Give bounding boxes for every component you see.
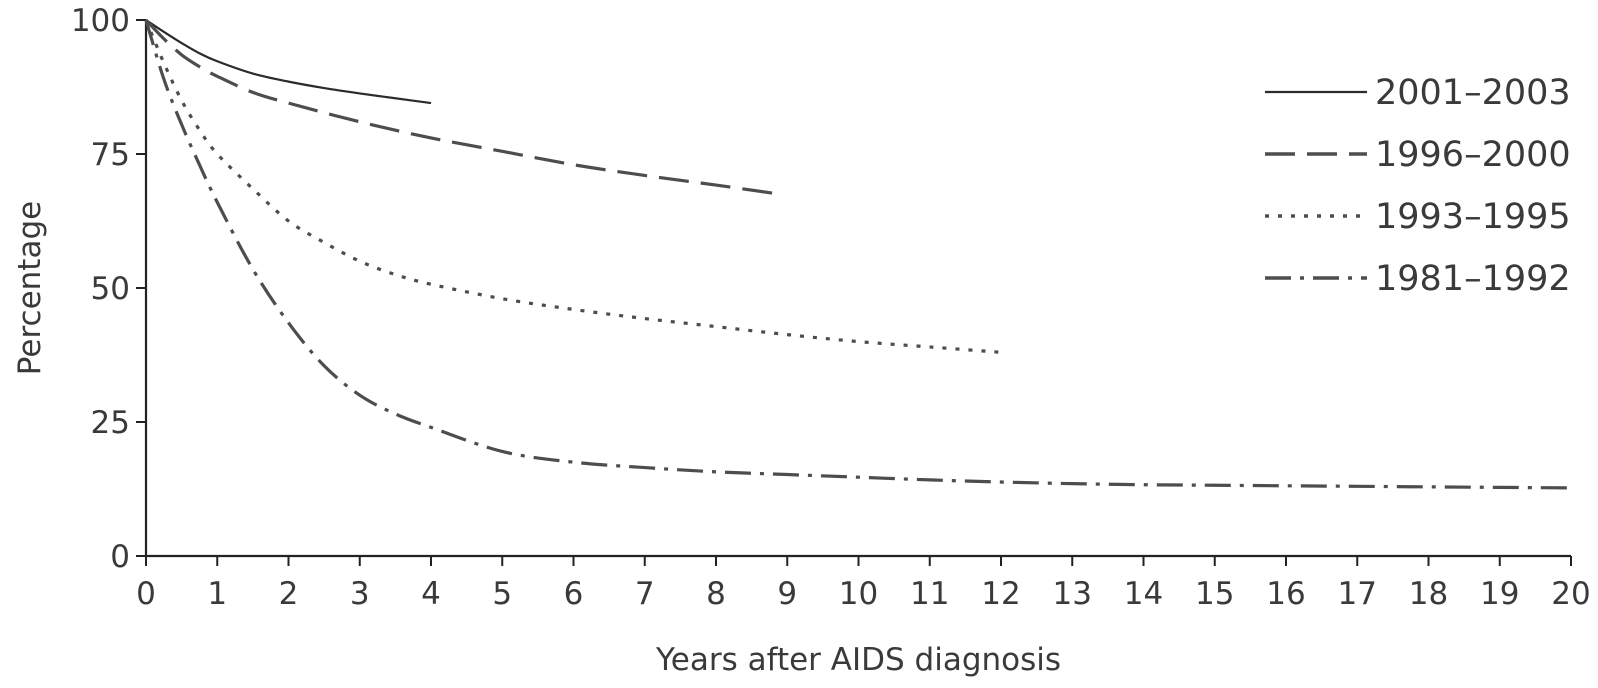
x-tick-label: 1 bbox=[207, 576, 227, 612]
legend-label-0: 2001–2003 bbox=[1375, 73, 1571, 113]
x-tick-label: 16 bbox=[1266, 576, 1305, 612]
x-tick-label: 9 bbox=[777, 576, 797, 612]
x-tick-label: 15 bbox=[1195, 576, 1234, 612]
x-tick-label: 20 bbox=[1551, 576, 1590, 612]
x-tick-label: 6 bbox=[564, 576, 584, 612]
x-tick-label: 4 bbox=[421, 576, 441, 612]
series-line-1 bbox=[144, 18, 781, 196]
series-lines bbox=[144, 18, 1572, 490]
y-tick-label: 100 bbox=[71, 3, 130, 39]
y-axis-ticks: 0 25 50 75 100 bbox=[71, 3, 146, 575]
x-tick-label: 13 bbox=[1053, 576, 1092, 612]
axes bbox=[144, 20, 1571, 558]
x-tick-label: 18 bbox=[1409, 576, 1448, 612]
y-tick-label: 75 bbox=[91, 137, 130, 173]
x-tick-label: 11 bbox=[910, 576, 949, 612]
x-tick-label: 12 bbox=[981, 576, 1020, 612]
series-line-3 bbox=[144, 19, 1572, 490]
x-tick-label: 8 bbox=[706, 576, 726, 612]
legend-label-3: 1981–1992 bbox=[1375, 259, 1571, 299]
legend-label-1: 1996–2000 bbox=[1375, 135, 1571, 175]
x-tick-label: 5 bbox=[492, 576, 512, 612]
x-tick-label: 17 bbox=[1338, 576, 1377, 612]
x-tick-label: 0 bbox=[136, 576, 156, 612]
x-tick-label: 2 bbox=[279, 576, 299, 612]
x-tick-label: 19 bbox=[1480, 576, 1519, 612]
y-axis-title: Percentage bbox=[12, 201, 48, 375]
legend: 2001–2003 1996–2000 1993–1995 1981–1992 bbox=[1265, 73, 1571, 299]
y-tick-label: 25 bbox=[91, 405, 130, 441]
x-axis-ticks: 0 1 2 3 4 5 6 7 8 9 10 11 12 13 14 15 16 17 18 19 20 bbox=[136, 556, 1591, 612]
x-tick-label: 3 bbox=[350, 576, 370, 612]
y-tick-label: 50 bbox=[91, 271, 130, 307]
x-tick-label: 14 bbox=[1124, 576, 1163, 612]
x-tick-label: 10 bbox=[839, 576, 878, 612]
x-tick-label: 7 bbox=[635, 576, 655, 612]
x-axis-title: Years after AIDS diagnosis bbox=[655, 642, 1061, 678]
y-tick-label: 0 bbox=[110, 539, 130, 575]
legend-label-2: 1993–1995 bbox=[1375, 197, 1571, 237]
series-line-0 bbox=[145, 19, 432, 105]
